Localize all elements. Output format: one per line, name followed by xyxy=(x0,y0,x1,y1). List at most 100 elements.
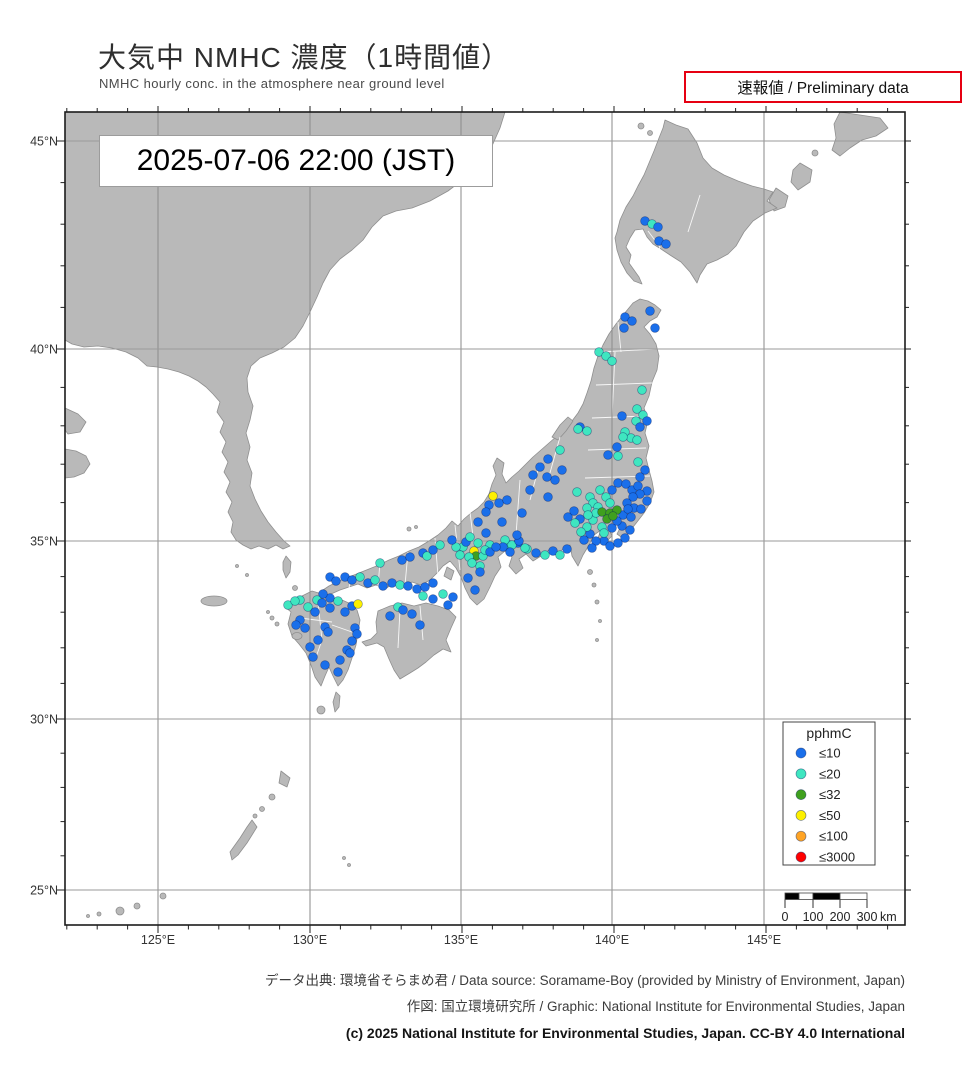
land-sakhalin-kuril xyxy=(831,112,889,157)
page-subtitle: NMHC hourly conc. in the atmosphere near… xyxy=(99,76,445,91)
station-dot xyxy=(607,523,617,533)
land-rishiri xyxy=(637,122,645,130)
station-dot xyxy=(398,605,408,615)
station-dot xyxy=(618,432,628,442)
station-dot xyxy=(448,592,458,602)
station-dot xyxy=(403,581,413,591)
station-dot xyxy=(632,404,642,414)
station-dot xyxy=(467,558,477,568)
station-dot xyxy=(407,609,417,619)
station-dot xyxy=(325,603,335,613)
station-dot xyxy=(435,540,445,550)
station-dot xyxy=(555,445,565,455)
station-dot xyxy=(378,581,388,591)
land-amami4 xyxy=(252,813,258,819)
station-dot xyxy=(623,504,633,514)
station-dot xyxy=(531,548,541,558)
station-dot xyxy=(617,411,627,421)
station-dot xyxy=(576,527,586,537)
station-dot xyxy=(579,535,589,545)
station-dot xyxy=(451,542,461,552)
station-dot xyxy=(428,594,438,604)
land-izu5 xyxy=(595,638,599,642)
legend-label: ≤50 xyxy=(819,808,841,823)
land-sado xyxy=(551,416,574,441)
lat-label: 25°N xyxy=(30,884,58,898)
station-dot xyxy=(347,636,357,646)
station-dot xyxy=(481,528,491,538)
station-dot xyxy=(640,465,650,475)
legend-label: ≤100 xyxy=(819,829,848,844)
station-dot xyxy=(303,602,313,612)
land-daito1 xyxy=(342,856,346,860)
station-dot xyxy=(512,530,522,540)
land-shandong xyxy=(65,448,91,479)
land-goto3 xyxy=(266,610,270,614)
station-dot xyxy=(310,607,320,617)
station-dot xyxy=(428,545,438,555)
lat-label: 45°N xyxy=(30,135,58,149)
lon-label: 145°E xyxy=(747,933,781,947)
station-dot xyxy=(340,607,350,617)
land-izu1 xyxy=(587,569,593,575)
station-dot xyxy=(497,517,507,527)
station-dot xyxy=(428,578,438,588)
station-dot xyxy=(633,481,643,491)
station-dot xyxy=(620,312,630,322)
station-dot xyxy=(335,655,345,665)
station-dot xyxy=(420,582,430,592)
lat-label: 35°N xyxy=(30,535,58,549)
land-yaeyama1 xyxy=(115,906,125,916)
land-amakusa xyxy=(291,632,303,640)
station-dot xyxy=(605,541,615,551)
station-dot xyxy=(635,472,645,482)
station-dot xyxy=(542,472,552,482)
station-dot xyxy=(642,416,652,426)
station-dot xyxy=(613,451,623,461)
station-dot xyxy=(353,599,363,609)
legend-label: ≤32 xyxy=(819,787,841,802)
footer-credits: データ出典: 環境省そらまめ君 / Data source: Soramame-… xyxy=(265,968,905,1046)
scale-bar: 0 100 200 300 km xyxy=(782,892,897,924)
station-dot xyxy=(473,538,483,548)
station-dot xyxy=(323,627,333,637)
legend-dot-c xyxy=(795,768,807,780)
station-dot xyxy=(517,508,527,518)
lat-label: 40°N xyxy=(30,343,58,357)
station-dot xyxy=(488,491,498,501)
station-dot xyxy=(661,239,671,249)
station-dot xyxy=(352,629,362,639)
land-yaeyama3 xyxy=(86,914,90,918)
station-dot xyxy=(491,542,501,552)
land-tanegashima xyxy=(332,691,341,713)
station-dot xyxy=(397,555,407,565)
legend-title: pphmC xyxy=(806,725,851,741)
station-dot xyxy=(422,551,432,561)
page-title: 大気中 NMHC 濃度（1時間値） xyxy=(98,42,511,73)
timestamp-box: 2025-07-06 22:00 (JST) xyxy=(99,135,493,187)
station-dot xyxy=(525,485,535,495)
station-dot xyxy=(347,575,357,585)
scalebar-label: 200 xyxy=(830,910,851,924)
land-honshu xyxy=(313,298,662,606)
station-dot xyxy=(650,323,660,333)
station-dot xyxy=(557,465,567,475)
station-dot xyxy=(628,492,638,502)
station-dot xyxy=(415,620,425,630)
station-dot xyxy=(317,598,327,608)
station-dot xyxy=(582,522,592,532)
station-dot xyxy=(290,596,300,606)
station-dot xyxy=(470,585,480,595)
station-dot xyxy=(607,356,617,366)
station-dot xyxy=(412,584,422,594)
land-kuril-mid xyxy=(790,162,813,191)
station-dot xyxy=(587,543,597,553)
land-oki xyxy=(406,526,412,532)
land-iki xyxy=(292,585,298,591)
station-dot xyxy=(345,648,355,658)
station-dot xyxy=(385,611,395,621)
station-dot xyxy=(320,660,330,670)
station-dot xyxy=(635,422,645,432)
station-dot xyxy=(325,593,335,603)
